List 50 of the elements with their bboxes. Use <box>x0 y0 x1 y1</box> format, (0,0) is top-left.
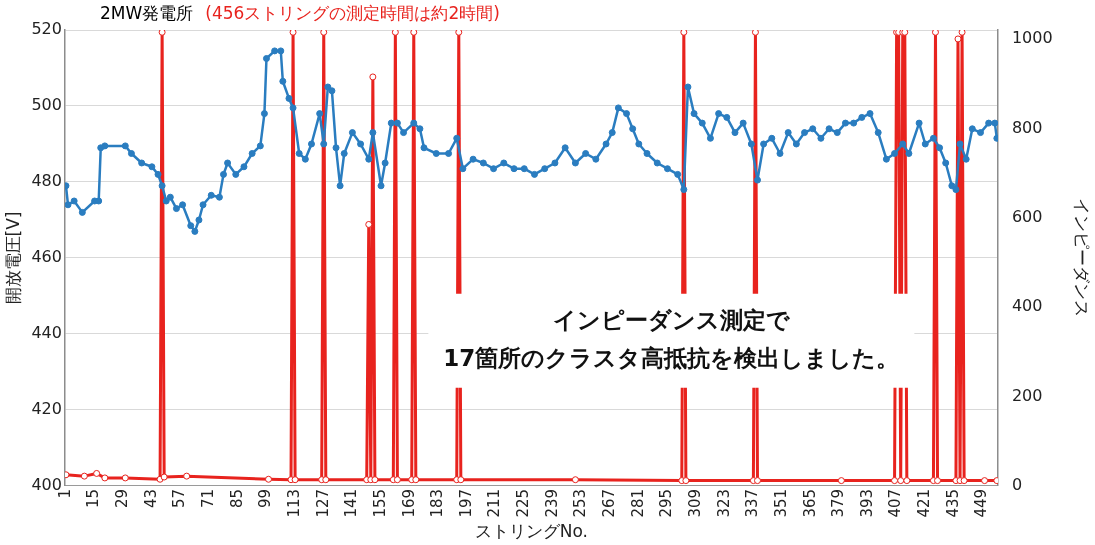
x-tick-label: 379 <box>829 488 848 518</box>
annotation: インピーダンス測定で 17箇所のクラスタ高抵抗を検出しました。 <box>443 306 900 371</box>
x-tick-label: 323 <box>714 488 733 518</box>
x-tick-label: 421 <box>915 488 934 518</box>
x-tick-label: 99 <box>256 488 275 509</box>
x-tick-label: 85 <box>227 488 246 509</box>
x-tick-label: 239 <box>542 488 561 518</box>
y2-tick-label: 400 <box>1011 296 1043 316</box>
x-tick-label: 71 <box>199 488 218 509</box>
x-tick-label: 57 <box>170 488 189 509</box>
x-tick-label: 281 <box>628 488 647 518</box>
x-tick-label: 309 <box>686 488 704 518</box>
x-tick-label: 295 <box>657 488 676 518</box>
y2-axis-title: インピーダンス <box>1072 198 1093 318</box>
x-tick-label: 225 <box>514 488 533 518</box>
y-tick-label: 460 <box>31 247 62 267</box>
x-tick-label: 197 <box>456 488 475 518</box>
x-tick-label: 337 <box>743 488 762 518</box>
y2-tick-label: 600 <box>1011 206 1043 226</box>
x-tick-label: 155 <box>370 488 389 518</box>
x-tick-label: 267 <box>600 488 619 518</box>
x-tick-label: 407 <box>886 488 905 518</box>
y2-tick-label: 200 <box>1011 385 1043 405</box>
x-tick-label: 393 <box>857 488 876 518</box>
x-tick-label: 43 <box>141 488 160 509</box>
x-tick-label: 351 <box>771 488 790 518</box>
x-tick-label: 211 <box>485 488 504 518</box>
y-tick-label: 520 <box>31 19 62 39</box>
x-tick-label: 141 <box>342 488 361 518</box>
x-tick-label: 15 <box>84 488 103 509</box>
x-tick-label: 169 <box>399 488 418 518</box>
y-tick-label: 440 <box>31 323 62 343</box>
x-tick-label: 449 <box>972 488 991 518</box>
x-tick-label: 113 <box>285 488 303 518</box>
x-axis-title: ストリングNo. <box>474 521 589 542</box>
x-tick-label: 365 <box>800 488 819 518</box>
y-axis-title: 開放電圧[V] <box>2 211 23 305</box>
y-tick-label: 500 <box>31 95 62 115</box>
x-tick-label: 29 <box>113 488 132 509</box>
y2-tick-label: 800 <box>1011 117 1043 137</box>
y-tick-label: 480 <box>31 171 62 191</box>
y2-tick-label: 0 <box>1011 475 1023 495</box>
y-tick-label: 420 <box>31 399 62 419</box>
y2-tick-label: 1000 <box>1011 28 1053 48</box>
x-tick-label: 253 <box>571 488 590 518</box>
x-tick-label: 127 <box>313 488 332 518</box>
chart-title: 2MW発電所 <box>100 3 194 23</box>
chart-subtitle: (456ストリングの測定時間は約2時間) <box>205 3 500 23</box>
x-tick-label: 435 <box>943 488 962 518</box>
x-tick-label: 183 <box>428 488 447 518</box>
